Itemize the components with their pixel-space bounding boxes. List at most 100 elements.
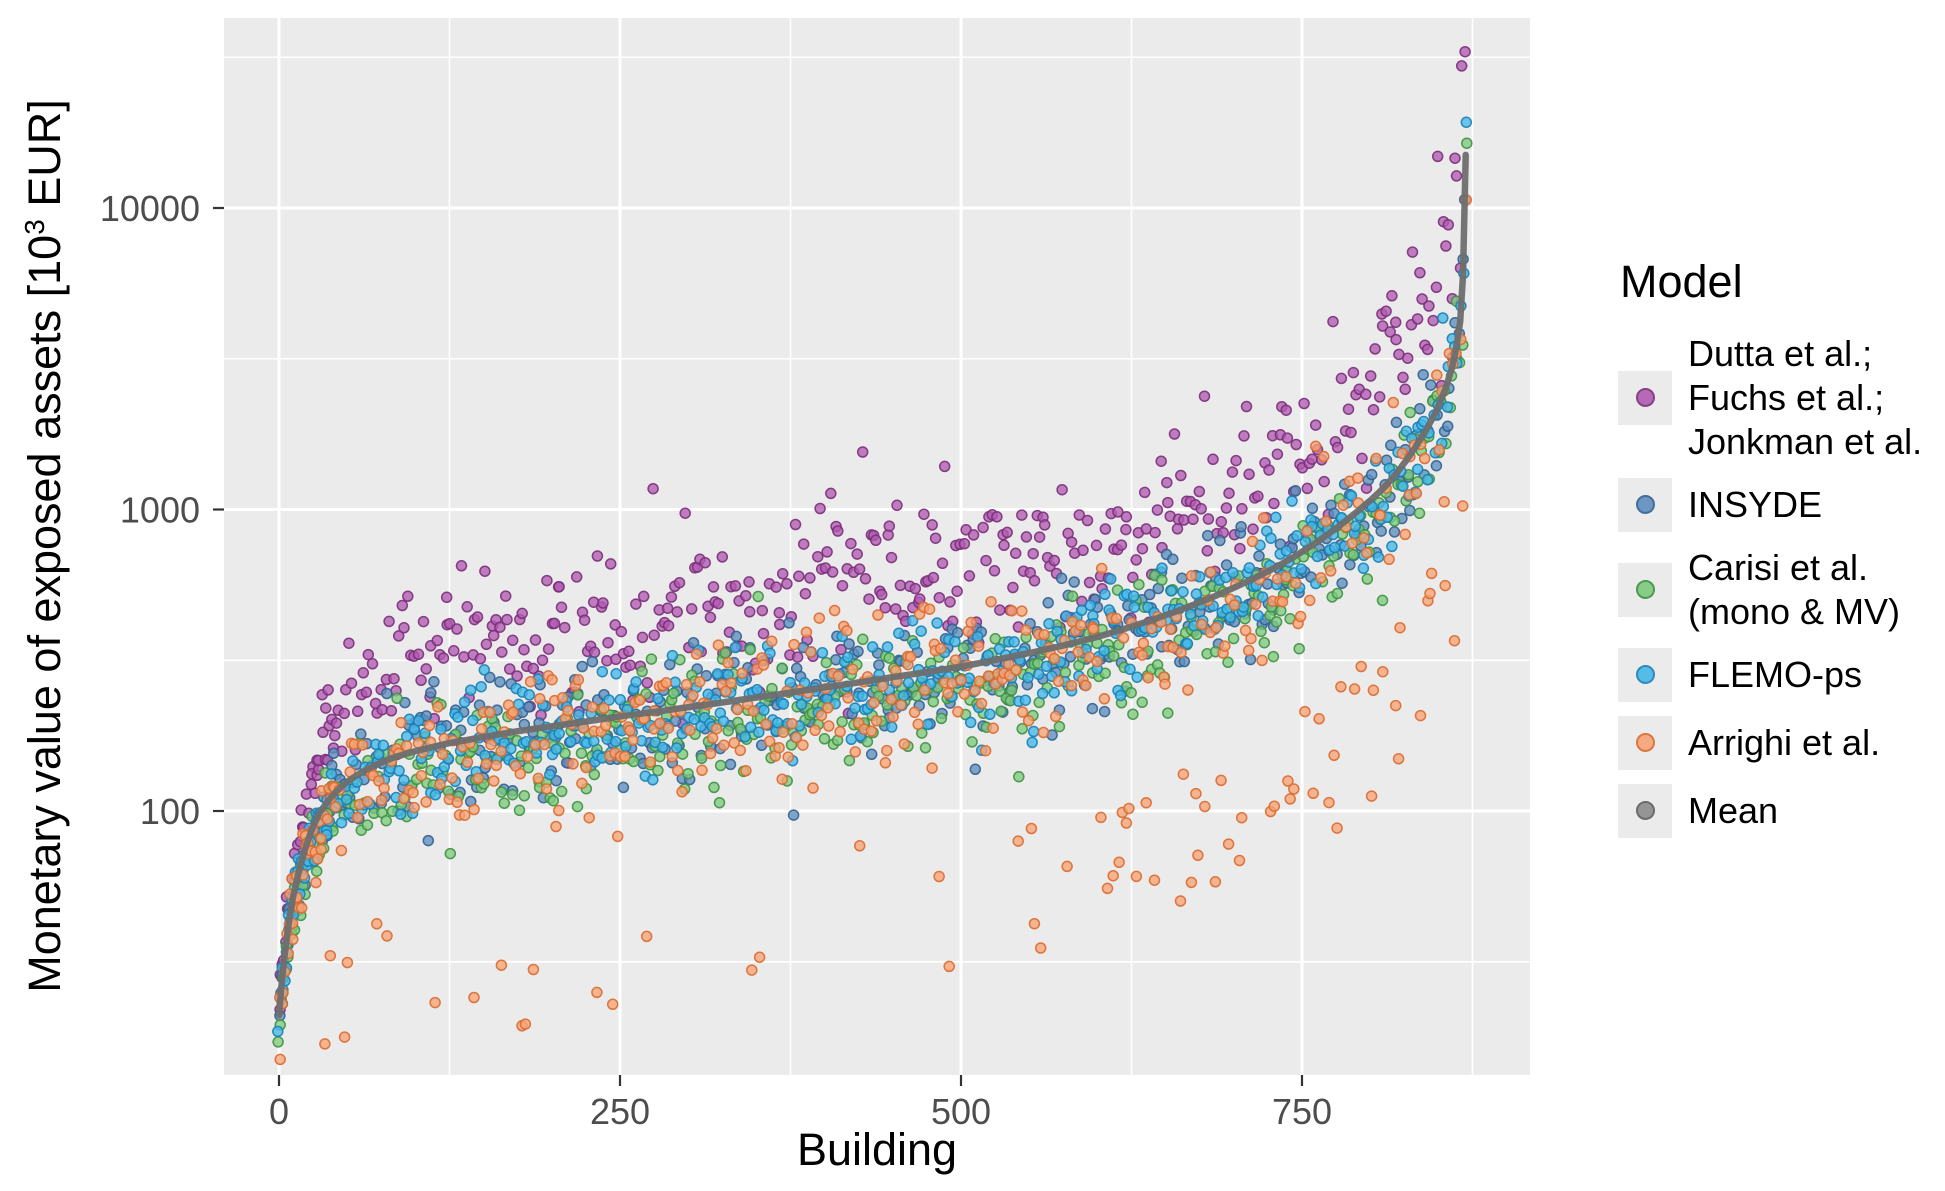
data-point	[361, 819, 374, 831]
data-point	[902, 677, 915, 689]
data-point	[479, 565, 491, 577]
data-point	[1148, 874, 1161, 886]
data-point	[1268, 497, 1280, 510]
data-point	[272, 1036, 284, 1048]
data-point	[518, 643, 530, 656]
data-point	[1156, 562, 1168, 574]
data-point	[495, 959, 508, 971]
data-point	[329, 801, 342, 813]
data-point	[611, 830, 624, 843]
data-point	[431, 634, 444, 647]
data-point	[468, 803, 480, 816]
data-point	[1177, 586, 1189, 598]
data-point	[1101, 882, 1114, 895]
data-point	[730, 630, 743, 643]
data-point	[1253, 550, 1265, 562]
data-point	[1256, 654, 1268, 667]
data-point	[957, 642, 970, 654]
data-point	[1080, 679, 1092, 692]
data-point	[1190, 787, 1202, 800]
x-axis-title: Building	[796, 1124, 958, 1175]
data-point	[580, 761, 592, 774]
data-point	[938, 460, 951, 473]
data-point	[777, 698, 790, 710]
data-point	[933, 591, 946, 604]
data-point	[707, 581, 720, 593]
data-point	[875, 588, 888, 601]
data-point	[572, 673, 585, 686]
data-point	[763, 735, 776, 748]
data-point	[555, 785, 568, 798]
data-point	[958, 537, 971, 550]
data-point	[843, 638, 855, 650]
data-point	[391, 692, 403, 705]
data-point	[1162, 707, 1174, 719]
data-point	[927, 571, 940, 584]
data-point	[1425, 379, 1437, 391]
data-point	[949, 654, 962, 666]
legend: Model Dutta et al.; Fuchs et al.; Jonkma…	[1618, 256, 1945, 838]
data-point	[753, 726, 765, 738]
data-point	[1374, 509, 1386, 522]
data-point	[1007, 581, 1019, 594]
data-point	[841, 625, 853, 637]
data-point	[1026, 736, 1038, 749]
data-point	[1127, 708, 1139, 720]
data-point	[586, 701, 599, 713]
data-point	[684, 724, 696, 736]
data-point	[1431, 369, 1443, 381]
data-point	[1317, 450, 1330, 463]
data-point	[440, 591, 453, 604]
data-point	[943, 960, 955, 973]
data-point	[1431, 150, 1444, 163]
data-point	[1127, 590, 1140, 602]
data-point	[1270, 511, 1282, 524]
data-point	[347, 755, 359, 767]
data-point	[661, 602, 674, 614]
data-point	[610, 668, 622, 680]
data-point	[1220, 502, 1233, 514]
data-point	[335, 844, 348, 857]
data-point	[1309, 440, 1322, 453]
data-point	[682, 767, 694, 780]
data-point	[458, 651, 470, 663]
data-point	[1182, 684, 1194, 696]
data-point	[1177, 768, 1190, 780]
data-point	[1347, 548, 1360, 561]
data-point	[791, 651, 804, 663]
data-point	[1081, 514, 1094, 527]
data-point	[828, 604, 841, 617]
data-point	[1331, 441, 1344, 454]
data-point	[818, 733, 831, 745]
data-point	[851, 548, 863, 560]
data-point	[495, 786, 508, 798]
data-point	[717, 715, 730, 727]
data-point	[865, 748, 878, 761]
data-point	[1020, 531, 1033, 543]
data-point	[927, 695, 940, 708]
data-point	[1175, 469, 1187, 482]
data-point	[781, 578, 793, 590]
data-point	[713, 796, 726, 809]
data-point	[472, 772, 485, 785]
data-point	[1414, 709, 1427, 722]
data-point	[420, 663, 432, 675]
data-point	[1227, 632, 1240, 645]
data-point	[842, 692, 854, 704]
data-point	[429, 996, 441, 1009]
data-point	[949, 635, 961, 648]
data-point	[1281, 432, 1294, 444]
data-point	[556, 692, 569, 704]
data-point	[1052, 675, 1065, 688]
data-point	[1098, 693, 1111, 705]
data-point	[1390, 333, 1402, 346]
data-point	[1328, 749, 1340, 762]
data-point	[597, 597, 609, 609]
data-point	[1439, 579, 1451, 592]
data-point	[371, 918, 383, 930]
data-point	[1270, 616, 1283, 628]
data-point	[1167, 553, 1179, 566]
data-point	[1448, 634, 1461, 647]
data-point	[776, 662, 788, 674]
